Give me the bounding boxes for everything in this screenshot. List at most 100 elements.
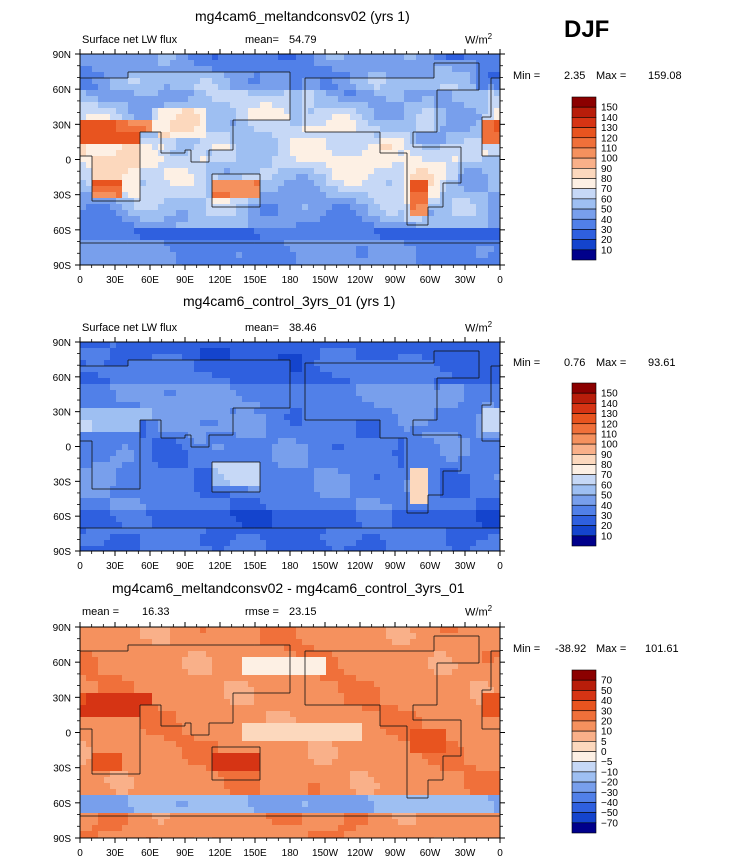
field-cell	[350, 414, 357, 421]
field-cell	[266, 198, 273, 205]
field-cell	[176, 372, 183, 379]
field-cell	[110, 438, 117, 445]
field-cell	[236, 174, 243, 181]
field-cell	[326, 420, 333, 427]
field-cell	[464, 96, 471, 103]
field-cell	[278, 348, 285, 355]
field-cell	[128, 66, 135, 73]
field-cell	[368, 426, 375, 433]
field-cell	[434, 438, 441, 445]
field-cell	[140, 360, 147, 367]
field-cell	[488, 258, 495, 265]
field-cell	[152, 360, 159, 367]
field-cell	[326, 150, 333, 157]
field-cell	[152, 252, 159, 259]
field-cell	[320, 180, 327, 187]
field-cell	[200, 186, 207, 193]
field-cell	[410, 186, 417, 193]
field-cell	[272, 252, 279, 259]
field-cell	[452, 354, 459, 361]
field-cell	[206, 258, 213, 265]
field-cell	[260, 126, 267, 133]
field-cell	[188, 204, 195, 211]
field-cell	[446, 156, 453, 163]
field-cell	[158, 120, 165, 127]
field-cell	[80, 228, 87, 235]
field-cell	[170, 402, 177, 409]
field-cell	[158, 372, 165, 379]
field-cell	[386, 426, 393, 433]
field-cell	[224, 252, 231, 259]
field-cell	[176, 162, 183, 169]
field-cell	[368, 432, 375, 439]
field-cell	[416, 462, 423, 469]
field-cell	[290, 54, 297, 61]
field-cell	[152, 150, 159, 157]
field-cell	[206, 78, 213, 85]
field-cell	[152, 168, 159, 175]
field-cell	[470, 108, 477, 115]
field-cell	[362, 162, 369, 169]
field-cell	[350, 186, 357, 193]
field-cell	[422, 456, 429, 463]
field-cell	[272, 186, 279, 193]
panel-3-rmse-value: 23.15	[289, 606, 317, 618]
field-cell	[362, 156, 369, 163]
field-cell	[248, 420, 255, 427]
field-cell	[350, 60, 357, 67]
field-cell	[338, 96, 345, 103]
field-cell	[332, 78, 339, 85]
field-cell	[470, 90, 477, 97]
field-cell	[98, 402, 105, 409]
field-cell	[290, 174, 297, 181]
field-cell	[248, 126, 255, 133]
field-cell	[122, 246, 129, 253]
field-cell	[446, 444, 453, 451]
field-cell	[368, 228, 375, 235]
field-cell	[386, 258, 393, 265]
field-cell	[410, 84, 417, 91]
field-cell	[350, 210, 357, 217]
field-cell	[404, 102, 411, 109]
field-cell	[86, 444, 93, 451]
field-cell	[296, 138, 303, 145]
field-cell	[302, 150, 309, 157]
field-cell	[470, 414, 477, 421]
field-cell	[332, 54, 339, 61]
field-cell	[374, 138, 381, 145]
field-cell	[446, 366, 453, 373]
field-cell	[422, 162, 429, 169]
field-cell	[422, 132, 429, 139]
field-cell	[200, 180, 207, 187]
field-cell	[158, 354, 165, 361]
field-cell	[308, 390, 315, 397]
field-cell	[110, 462, 117, 469]
field-cell	[206, 60, 213, 67]
field-cell	[152, 444, 159, 451]
field-cell	[260, 72, 267, 79]
field-cell	[206, 174, 213, 181]
field-cell	[140, 102, 147, 109]
field-cell	[272, 192, 279, 199]
field-cell	[434, 252, 441, 259]
field-cell	[176, 138, 183, 145]
field-cell	[188, 186, 195, 193]
field-cell	[398, 138, 405, 145]
field-cell	[164, 348, 171, 355]
field-cell	[326, 372, 333, 379]
field-cell	[416, 126, 423, 133]
field-cell	[428, 120, 435, 127]
field-cell	[248, 384, 255, 391]
field-cell	[110, 168, 117, 175]
field-cell	[374, 66, 381, 73]
field-cell	[350, 54, 357, 61]
field-cell	[320, 432, 327, 439]
field-cell	[332, 408, 339, 415]
field-cell	[110, 126, 117, 133]
field-cell	[452, 54, 459, 61]
field-cell	[230, 438, 237, 445]
field-cell	[332, 162, 339, 169]
field-cell	[122, 438, 129, 445]
field-cell	[386, 162, 393, 169]
field-cell	[344, 54, 351, 61]
